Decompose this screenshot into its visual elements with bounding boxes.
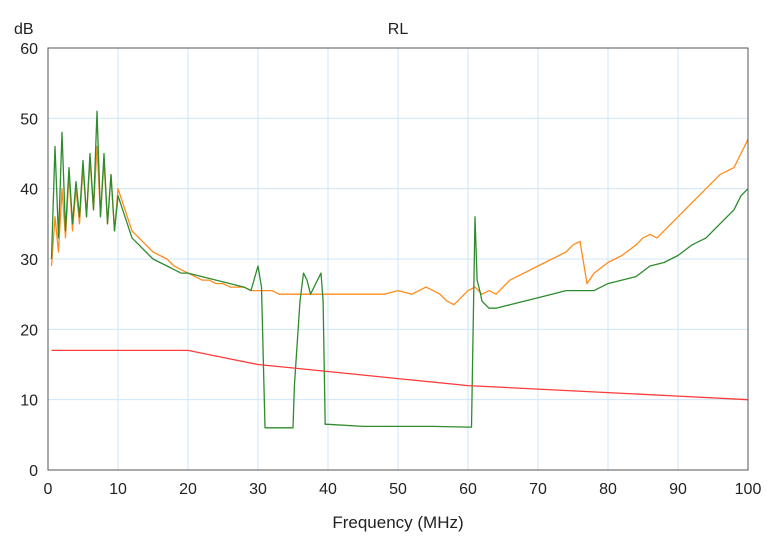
x-axis-label: Frequency (MHz)	[332, 513, 463, 532]
x-tick-label: 0	[44, 481, 53, 498]
x-tick-label: 30	[249, 481, 267, 498]
plot-frame	[47, 47, 749, 471]
x-tick-label: 80	[599, 481, 617, 498]
y-tick-labels: 0 10 20 30 40 50 60	[20, 41, 38, 480]
y-tick-label: 0	[29, 463, 38, 480]
y-tick-label: 30	[20, 252, 38, 269]
y-axis-unit: dB	[14, 21, 34, 38]
x-tick-label: 40	[319, 481, 337, 498]
x-tick-label: 90	[669, 481, 687, 498]
series-layer	[50, 110, 749, 429]
chart-title: RL	[388, 21, 409, 38]
x-tick-label: 20	[179, 481, 197, 498]
y-tick-label: 50	[20, 111, 38, 128]
y-tick-label: 20	[20, 322, 38, 339]
x-tick-label: 100	[735, 481, 762, 498]
y-tick-label: 60	[20, 41, 38, 58]
x-tick-labels: 0 10 20 30 40 50 60 70 80 90 100	[44, 481, 762, 498]
x-tick-label: 60	[459, 481, 477, 498]
x-tick-label: 10	[109, 481, 127, 498]
y-tick-label: 40	[20, 182, 38, 199]
series-line-2	[50, 110, 749, 429]
series-line-3	[51, 349, 749, 401]
x-tick-label: 70	[529, 481, 547, 498]
x-tick-label: 50	[389, 481, 407, 498]
y-tick-label: 10	[20, 393, 38, 410]
